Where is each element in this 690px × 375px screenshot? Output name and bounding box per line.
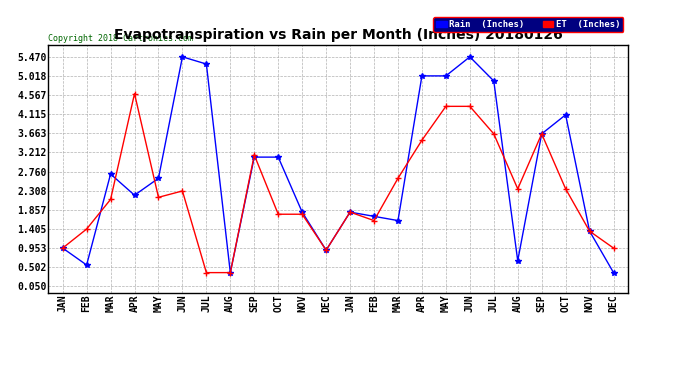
Title: Evapotranspiration vs Rain per Month (Inches) 20180126: Evapotranspiration vs Rain per Month (In… <box>114 28 562 42</box>
Text: Copyright 2018 Cartronics.com: Copyright 2018 Cartronics.com <box>48 33 193 42</box>
Legend: Rain  (Inches), ET  (Inches): Rain (Inches), ET (Inches) <box>433 17 623 32</box>
